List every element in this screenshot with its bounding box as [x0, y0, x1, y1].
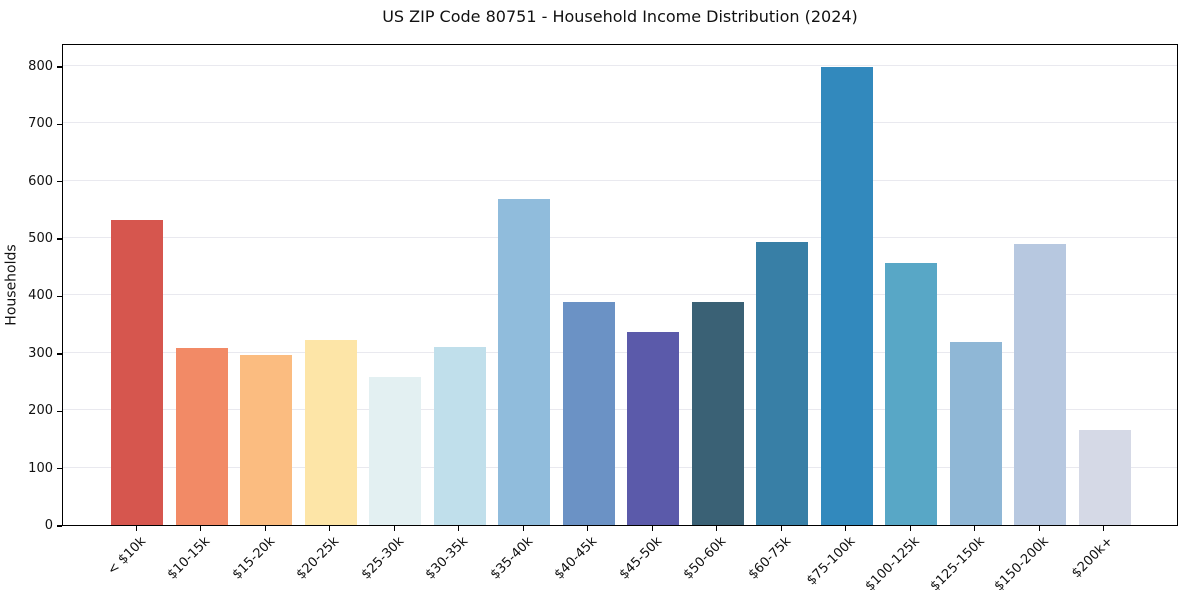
y-tick-mark-400	[57, 295, 62, 298]
x-tick-mark-$125-150k	[974, 526, 976, 531]
x-tick-mark-$200k+	[1103, 526, 1105, 531]
gridline-y-800	[63, 64, 1177, 66]
gridline-y-200	[63, 409, 1177, 411]
y-tick-label-100: 100	[28, 460, 53, 476]
y-tick-mark-100	[57, 467, 62, 470]
bar-$100-125k	[885, 263, 938, 525]
y-tick-mark-200	[57, 410, 62, 412]
y-tick-mark-0	[57, 525, 62, 527]
y-tick-label-500: 500	[28, 231, 53, 247]
bar-$10-15k	[175, 347, 228, 525]
plot-area	[62, 44, 1178, 526]
y-axis-label-strip: Households	[0, 44, 24, 526]
y-tick-label-600: 600	[28, 173, 53, 189]
bar-$35-40k	[498, 198, 551, 525]
x-tick-mark-$30-35k	[458, 526, 460, 531]
gridline-y-600	[63, 179, 1177, 181]
bar-$150-200k	[1014, 244, 1067, 525]
bar-< $10k	[111, 220, 164, 525]
x-tick-label-$150-200k: $150-200k	[991, 534, 1052, 590]
x-tick-mark-$35-40k	[522, 526, 524, 531]
gridline-y-100	[63, 466, 1177, 468]
x-tick-mark-$20-25k	[329, 526, 331, 531]
y-tick-label-700: 700	[28, 116, 53, 132]
gridline-y-700	[63, 122, 1177, 124]
x-tick-mark-$25-30k	[393, 526, 395, 531]
y-axis-label: Households	[4, 244, 21, 326]
x-tick-label-$15-20k: $15-20k	[229, 534, 278, 583]
x-tick-label-$25-30k: $25-30k	[358, 534, 407, 583]
bar-$45-50k	[627, 331, 680, 525]
x-tick-label-$50-60k: $50-60k	[680, 534, 730, 583]
x-tick-mark-$60-75k	[780, 526, 782, 531]
bar-$125-150k	[949, 341, 1002, 525]
x-tick-mark-$50-60k	[716, 526, 718, 531]
bar-$25-30k	[369, 376, 422, 525]
bar-$50-60k	[691, 301, 744, 525]
x-tick-mark-$10-15k	[200, 526, 202, 531]
x-tick-label-$30-35k: $30-35k	[422, 534, 472, 583]
y-tick-label-800: 800	[28, 58, 53, 74]
bar-$30-35k	[433, 346, 486, 525]
bar-$75-100k	[820, 67, 873, 525]
y-tick-label-0: 0	[44, 518, 53, 533]
bar-$60-75k	[756, 241, 809, 525]
x-tick-mark-$45-50k	[651, 526, 653, 531]
x-tick-mark-$150-200k	[1038, 526, 1040, 531]
y-tick-mark-800	[57, 66, 62, 68]
y-tick-label-300: 300	[28, 345, 53, 361]
chart-title: US ZIP Code 80751 - Household Income Dis…	[382, 7, 858, 26]
y-tick-mark-500	[57, 238, 62, 240]
x-tick-mark-$75-100k	[845, 526, 847, 531]
y-tick-label-400: 400	[28, 288, 53, 304]
x-tick-mark-$100-125k	[909, 526, 911, 531]
x-tick-label-$20-25k: $20-25k	[293, 534, 343, 583]
y-tick-mark-300	[57, 353, 62, 355]
gridline-y-400	[63, 294, 1177, 296]
x-tick-label-$35-40k: $35-40k	[487, 534, 536, 583]
x-tick-label-$200k+: $200k+	[1069, 534, 1117, 582]
bar-$20-25k	[304, 340, 357, 525]
gridline-y-300	[63, 351, 1177, 353]
bar-$200k+	[1078, 429, 1131, 525]
x-tick-mark-< $10k	[135, 526, 137, 531]
x-tick-mark-$40-45k	[587, 526, 589, 531]
bar-$40-45k	[562, 302, 615, 525]
y-tick-mark-700	[57, 123, 62, 126]
x-tick-mark-$15-20k	[264, 526, 266, 531]
x-tick-label-$75-100k: $75-100k	[804, 534, 859, 589]
y-tick-label-200: 200	[28, 403, 53, 419]
x-tick-label-$60-75k: $60-75k	[745, 534, 794, 583]
x-tick-label-$45-50k: $45-50k	[616, 534, 665, 583]
x-tick-label-$125-150k: $125-150k	[927, 534, 988, 590]
gridline-y-500	[63, 237, 1177, 239]
y-tick-mark-600	[57, 181, 62, 183]
x-tick-label-$10-15k: $10-15k	[164, 534, 214, 583]
x-tick-label-$40-45k: $40-45k	[551, 534, 601, 583]
bar-$15-20k	[240, 354, 293, 525]
x-tick-label-$100-125k: $100-125k	[862, 534, 923, 590]
x-tick-label-< $10k: < $10k	[104, 534, 149, 579]
